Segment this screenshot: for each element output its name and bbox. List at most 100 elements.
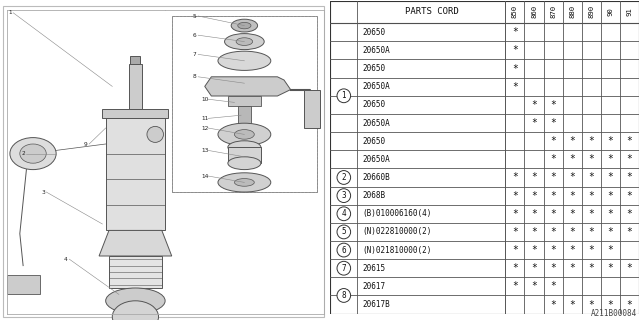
Text: 850: 850 [512,5,518,19]
Ellipse shape [218,51,271,70]
Text: *: * [512,245,518,255]
Text: *: * [588,245,594,255]
Text: PARTS CORD: PARTS CORD [404,7,458,16]
Text: 14: 14 [201,173,209,179]
Bar [172,16,317,192]
Bar [129,64,142,109]
Text: *: * [607,263,613,273]
Text: *: * [512,191,518,201]
Text: *: * [627,191,632,201]
Bar [330,1,639,23]
Text: *: * [627,300,632,309]
Text: 1: 1 [342,91,346,100]
Circle shape [337,89,351,103]
Bar [228,147,261,163]
Text: *: * [588,300,594,309]
Text: *: * [569,172,575,182]
Text: 2068B: 2068B [362,191,385,200]
Bar [102,109,168,118]
Text: (B)010006160(4): (B)010006160(4) [362,209,431,218]
Text: 20650: 20650 [362,64,385,73]
Polygon shape [99,230,172,256]
Text: 5: 5 [193,13,196,19]
Text: *: * [531,263,537,273]
Text: *: * [607,227,613,237]
Text: 10: 10 [201,97,209,102]
Text: *: * [550,245,556,255]
Text: *: * [588,263,594,273]
Text: 2: 2 [342,173,346,182]
Text: *: * [512,45,518,55]
Circle shape [337,171,351,184]
Text: *: * [588,172,594,182]
Ellipse shape [218,173,271,192]
Text: *: * [531,245,537,255]
Text: 6: 6 [193,33,196,38]
Ellipse shape [106,288,165,314]
Text: *: * [607,245,613,255]
Ellipse shape [238,22,251,29]
Text: *: * [569,191,575,201]
Text: *: * [569,154,575,164]
Text: 20660B: 20660B [362,173,390,182]
Text: 91: 91 [626,8,632,16]
Text: 4: 4 [342,209,346,218]
Text: A211B00084: A211B00084 [591,309,637,318]
Text: *: * [569,300,575,309]
Text: *: * [607,300,613,309]
Text: *: * [550,191,556,201]
Text: *: * [512,227,518,237]
Text: 860: 860 [531,5,537,19]
Text: *: * [531,209,537,219]
Bar [106,118,165,230]
Bar [6,275,40,294]
Text: *: * [531,100,537,110]
Text: 20650A: 20650A [362,155,390,164]
Text: *: * [588,227,594,237]
Text: 8: 8 [193,74,196,79]
Text: 3: 3 [342,191,346,200]
Text: *: * [627,263,632,273]
Ellipse shape [228,157,261,170]
Text: *: * [550,209,556,219]
Ellipse shape [218,123,271,146]
Text: *: * [627,209,632,219]
Circle shape [337,289,351,302]
Bar [304,90,321,128]
Bar [228,96,261,106]
Ellipse shape [231,19,257,32]
Text: *: * [550,263,556,273]
Text: *: * [512,64,518,74]
Text: 7: 7 [342,264,346,273]
Text: 870: 870 [550,5,556,19]
Text: *: * [588,154,594,164]
Text: (N)022810000(2): (N)022810000(2) [362,228,431,236]
Text: 890: 890 [588,5,594,19]
Text: 13: 13 [201,148,209,153]
Ellipse shape [236,38,253,45]
Text: 4: 4 [64,257,68,262]
Text: 9: 9 [84,141,88,147]
Text: *: * [627,172,632,182]
Text: *: * [569,245,575,255]
Text: 20650A: 20650A [362,46,390,55]
Text: *: * [531,118,537,128]
Ellipse shape [147,126,163,142]
Text: *: * [588,191,594,201]
Text: *: * [569,227,575,237]
Text: *: * [627,227,632,237]
Text: *: * [531,227,537,237]
Text: *: * [550,118,556,128]
Polygon shape [205,77,291,96]
Ellipse shape [234,130,254,139]
Text: 6: 6 [342,245,346,255]
Text: *: * [569,136,575,146]
Text: *: * [627,136,632,146]
Text: 7: 7 [193,52,196,57]
Text: 20615: 20615 [362,264,385,273]
Bar [109,256,162,288]
Text: 2: 2 [21,151,25,156]
Text: *: * [512,27,518,37]
Text: *: * [550,227,556,237]
Text: 3: 3 [41,189,45,195]
